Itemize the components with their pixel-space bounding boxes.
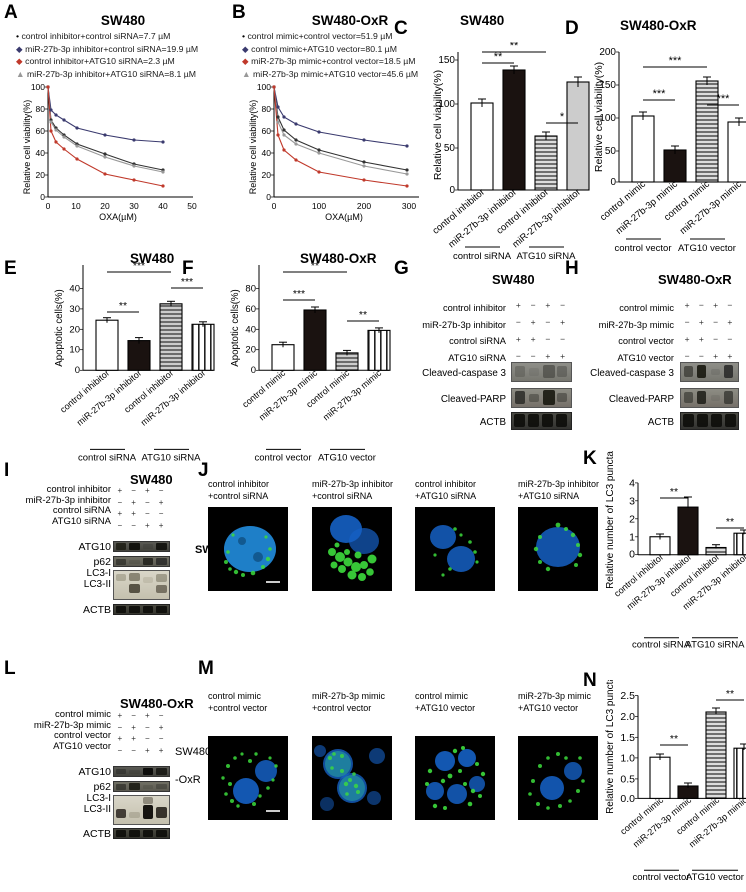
svg-text:***: *** [293, 288, 305, 300]
svg-text:20: 20 [36, 170, 46, 180]
svg-text:100: 100 [31, 82, 45, 92]
svg-text:Relative number of LC3 puncta: Relative number of LC3 puncta [605, 680, 616, 814]
svg-text:control vector: control vector [614, 243, 671, 254]
svg-text:40: 40 [69, 284, 80, 295]
svg-text:**: ** [119, 300, 127, 312]
svg-text:40: 40 [245, 324, 256, 335]
svg-text:20: 20 [100, 201, 110, 211]
svg-text:0: 0 [449, 185, 455, 196]
svg-text:ATG10 vector: ATG10 vector [678, 243, 736, 254]
svg-text:control vector: control vector [254, 453, 311, 464]
svg-text:200: 200 [599, 47, 616, 58]
svg-text:miR-27b-3p mimic: miR-27b-3p mimic [257, 368, 320, 423]
svg-text:**: ** [726, 688, 734, 700]
svg-text:40: 40 [36, 148, 46, 158]
svg-text:0: 0 [46, 201, 51, 211]
svg-text:1.0: 1.0 [620, 753, 635, 765]
svg-text:0.5: 0.5 [620, 774, 635, 786]
svg-text:**: ** [311, 260, 319, 272]
svg-text:60: 60 [262, 126, 272, 136]
svg-text:control vector: control vector [632, 872, 689, 883]
svg-text:ATG10 siRNA: ATG10 siRNA [142, 453, 202, 464]
svg-text:80: 80 [245, 284, 256, 295]
svg-text:2.5: 2.5 [620, 690, 635, 702]
svg-text:Relative cell viability(%): Relative cell viability(%) [432, 70, 444, 180]
svg-text:10: 10 [71, 201, 81, 211]
svg-text:80: 80 [262, 104, 272, 114]
svg-text:Relative number of LC3 puncta: Relative number of LC3 puncta [605, 451, 616, 589]
svg-text:40: 40 [158, 201, 168, 211]
svg-text:4: 4 [629, 477, 635, 489]
svg-text:20: 20 [262, 170, 272, 180]
svg-text:*: * [560, 111, 565, 123]
svg-text:***: *** [717, 93, 731, 105]
svg-text:30: 30 [129, 201, 139, 211]
svg-text:ATG10 vector: ATG10 vector [318, 453, 376, 464]
svg-text:**: ** [726, 516, 734, 528]
svg-text:***: *** [133, 260, 145, 272]
svg-text:**: ** [494, 51, 503, 63]
svg-text:40: 40 [262, 148, 272, 158]
svg-text:100: 100 [312, 201, 326, 211]
svg-text:3: 3 [629, 495, 635, 507]
svg-text:Apoptotic cells(%): Apoptotic cells(%) [230, 289, 241, 367]
svg-text:OXA(µM): OXA(µM) [325, 212, 363, 222]
svg-text:Relative cell viability(%): Relative cell viability(%) [593, 62, 605, 172]
svg-text:2.0: 2.0 [620, 711, 635, 723]
svg-text:OXA(µM): OXA(µM) [99, 212, 137, 222]
svg-text:**: ** [359, 309, 367, 321]
svg-text:**: ** [510, 42, 519, 52]
svg-text:1: 1 [629, 531, 635, 543]
svg-text:200: 200 [357, 201, 371, 211]
svg-text:***: *** [653, 88, 667, 100]
svg-text:150: 150 [438, 55, 455, 66]
svg-text:60: 60 [36, 126, 46, 136]
svg-text:0: 0 [272, 201, 277, 211]
svg-text:10: 10 [69, 345, 80, 356]
svg-text:**: ** [670, 733, 678, 745]
svg-text:control siRNA: control siRNA [78, 453, 137, 464]
svg-text:control siRNA: control siRNA [453, 251, 512, 262]
svg-text:100: 100 [257, 82, 271, 92]
svg-text:ATG10 siRNA: ATG10 siRNA [686, 640, 746, 651]
svg-text:50: 50 [605, 146, 617, 157]
svg-text:0: 0 [40, 192, 45, 202]
svg-text:30: 30 [69, 304, 80, 315]
svg-text:0: 0 [629, 549, 635, 561]
svg-text:0: 0 [610, 177, 616, 188]
svg-text:300: 300 [402, 201, 416, 211]
svg-text:1.5: 1.5 [620, 732, 635, 744]
svg-text:***: *** [669, 55, 683, 67]
svg-text:control siRNA: control siRNA [632, 640, 691, 651]
svg-text:2: 2 [629, 513, 635, 525]
svg-text:0.0: 0.0 [620, 793, 635, 805]
svg-text:Apoptotic cells(%): Apoptotic cells(%) [54, 289, 65, 367]
svg-text:50: 50 [444, 143, 456, 154]
svg-text:0: 0 [75, 365, 80, 376]
svg-text:0: 0 [251, 365, 256, 376]
svg-text:Relative cell viability(%): Relative cell viability(%) [22, 100, 32, 195]
svg-text:**: ** [670, 486, 678, 498]
svg-text:20: 20 [245, 345, 256, 356]
svg-text:20: 20 [69, 324, 80, 335]
svg-text:0: 0 [266, 192, 271, 202]
svg-text:60: 60 [245, 304, 256, 315]
svg-text:Relative cell viability(%): Relative cell viability(%) [248, 100, 258, 195]
svg-text:ATG10 vector: ATG10 vector [686, 872, 744, 883]
svg-text:50: 50 [187, 201, 197, 211]
svg-text:80: 80 [36, 104, 46, 114]
svg-text:miR-27b-3p mimic: miR-27b-3p mimic [321, 368, 384, 423]
